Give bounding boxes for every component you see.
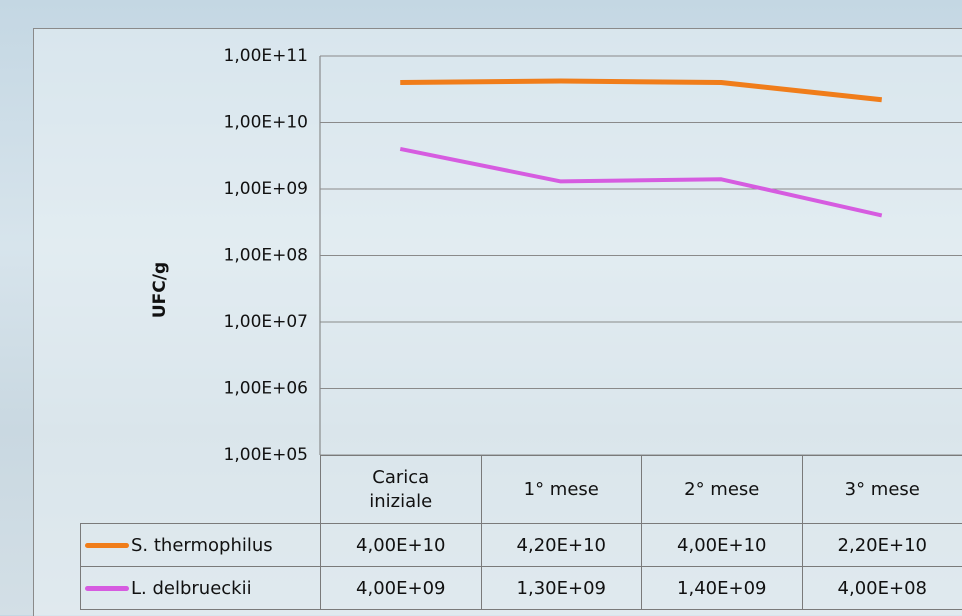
value-label: 1,40E+09 xyxy=(677,578,766,599)
value-label: 2,20E+10 xyxy=(838,535,927,556)
value-label: 4,00E+10 xyxy=(677,535,766,556)
y-tick-label: 1,00E+06 xyxy=(224,379,308,399)
y-tick-label: 1,00E+10 xyxy=(224,113,308,133)
category-cell: 1° mese xyxy=(481,455,643,524)
x-tick-label: 3° mese xyxy=(845,478,920,502)
value-cell: 2,20E+10 xyxy=(802,523,962,567)
value-cell: 1,30E+09 xyxy=(481,566,643,610)
value-cell: 4,00E+10 xyxy=(320,523,482,567)
value-label: 4,00E+10 xyxy=(356,535,445,556)
category-cell: 2° mese xyxy=(641,455,803,524)
series-line xyxy=(400,81,882,100)
category-cell: 3° mese xyxy=(802,455,962,524)
legend-label: S. thermophilus xyxy=(131,535,273,556)
legend-key xyxy=(85,586,129,591)
y-tick-label: 1,00E+07 xyxy=(224,312,308,332)
x-tick-label: 2° mese xyxy=(684,478,759,502)
value-cell: 4,00E+10 xyxy=(641,523,803,567)
value-label: 1,30E+09 xyxy=(517,578,606,599)
value-label: 4,00E+08 xyxy=(838,578,927,599)
legend-label: L. delbrueckii xyxy=(131,578,252,599)
y-axis-label: UFC/g xyxy=(150,262,170,318)
value-cell: 4,00E+08 xyxy=(802,566,962,610)
legend-cell: S. thermophilus xyxy=(80,523,321,567)
y-tick-label: 1,00E+05 xyxy=(224,445,308,465)
series-line xyxy=(400,149,882,216)
value-cell: 4,00E+09 xyxy=(320,566,482,610)
value-cell: 4,20E+10 xyxy=(481,523,643,567)
y-tick-label: 1,00E+08 xyxy=(224,246,308,266)
x-tick-label: 1° mese xyxy=(524,478,599,502)
x-tick-label: Carica iniziale xyxy=(356,466,446,514)
y-tick-label: 1,00E+09 xyxy=(224,179,308,199)
value-label: 4,20E+10 xyxy=(517,535,606,556)
category-cell: Carica iniziale xyxy=(320,455,482,524)
legend-cell: L. delbrueckii xyxy=(80,566,321,610)
value-cell: 1,40E+09 xyxy=(641,566,803,610)
y-tick-label: 1,00E+11 xyxy=(224,46,308,66)
legend-key xyxy=(85,543,129,548)
value-label: 4,00E+09 xyxy=(356,578,445,599)
